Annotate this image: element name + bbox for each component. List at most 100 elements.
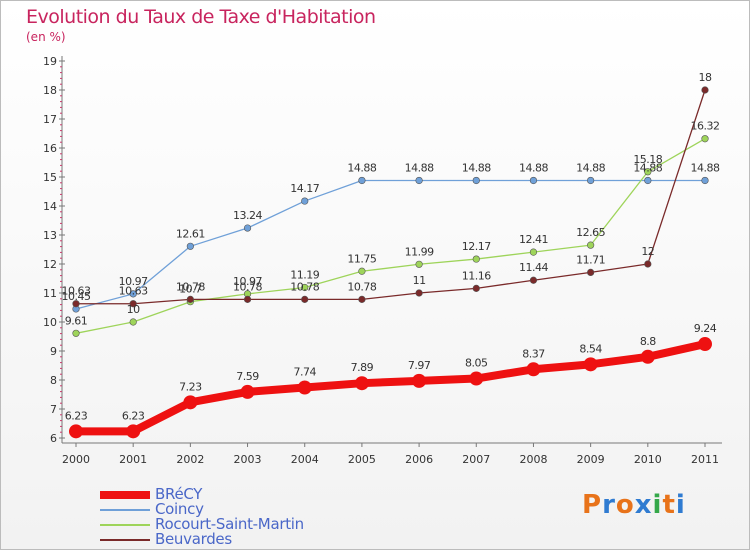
- data-label-rocourt-saint-martin: 11.19: [290, 268, 319, 281]
- x-tick-label: 2011: [691, 453, 719, 466]
- data-point-rocourt-saint-martin: [587, 241, 595, 249]
- y-tick-label: 6: [50, 432, 57, 445]
- x-tick-label: 2004: [291, 453, 319, 466]
- legend-item-coincy: Coincy: [100, 500, 360, 518]
- data-label-beuvardes: 11: [413, 274, 426, 287]
- data-point-beuvardes: [129, 300, 137, 308]
- y-tick-label: 7: [50, 403, 57, 416]
- data-label-br-cy: 7.89: [351, 361, 374, 374]
- data-point-br-cy: [698, 337, 712, 352]
- series-line-beuvardes: [76, 89, 706, 305]
- data-label-br-cy: 6.23: [122, 409, 145, 422]
- series-layer: [69, 86, 712, 439]
- y-tick-label: 16: [43, 142, 57, 155]
- logo-letter: o: [615, 490, 635, 520]
- legend-label-beuvardes: Beuvardes: [155, 530, 232, 548]
- data-label-coincy: 14.88: [462, 161, 491, 174]
- data-point-coincy: [301, 197, 309, 205]
- data-label-br-cy: 8.05: [465, 357, 488, 370]
- data-label-beuvardes: 12: [641, 245, 654, 258]
- data-label-beuvardes: 11.16: [462, 269, 491, 282]
- y-tick-label: 14: [43, 200, 57, 213]
- data-label-rocourt-saint-martin: 10.97: [233, 275, 262, 288]
- data-point-coincy: [529, 176, 538, 185]
- data-label-beuvardes: 11.44: [519, 261, 548, 274]
- data-label-beuvardes: 10.63: [119, 285, 148, 298]
- series-line-br-cy: [76, 340, 706, 436]
- data-point-br-cy: [240, 384, 255, 399]
- x-tick-label: 2005: [348, 453, 376, 466]
- data-label-rocourt-saint-martin: 16.32: [691, 120, 720, 133]
- data-point-beuvardes: [644, 260, 652, 268]
- data-point-rocourt-saint-martin: [301, 283, 309, 292]
- data-point-br-cy: [469, 371, 484, 386]
- data-point-beuvardes: [358, 295, 366, 303]
- data-point-br-cy: [640, 349, 655, 364]
- data-label-coincy: 14.88: [347, 161, 376, 174]
- logo-letter: P: [582, 490, 603, 520]
- data-point-beuvardes: [186, 295, 194, 303]
- data-point-br-cy: [69, 424, 83, 439]
- data-point-br-cy: [183, 395, 198, 410]
- data-point-beuvardes: [701, 86, 709, 94]
- data-point-beuvardes: [415, 289, 423, 297]
- data-point-rocourt-saint-martin: [72, 329, 80, 337]
- logo-letter: r: [602, 490, 616, 520]
- x-tick-label: 2001: [119, 453, 147, 466]
- data-point-rocourt-saint-martin: [129, 318, 137, 326]
- data-point-coincy: [472, 176, 480, 185]
- y-tick-label: 11: [43, 287, 57, 300]
- data-point-br-cy: [354, 376, 369, 391]
- data-point-coincy: [587, 176, 595, 185]
- data-point-coincy: [701, 176, 709, 185]
- legend-item-rocourt: Rocourt-Saint-Martin: [100, 515, 360, 533]
- series-line-coincy: [75, 179, 705, 310]
- data-label-rocourt-saint-martin: 15.18: [633, 153, 662, 166]
- data-point-coincy: [186, 242, 194, 250]
- data-point-rocourt-saint-martin: [358, 267, 366, 275]
- x-tick-label: 2006: [405, 453, 433, 466]
- data-label-rocourt-saint-martin: 9.61: [65, 314, 88, 327]
- data-point-rocourt-saint-martin: [701, 135, 709, 143]
- x-tick-label: 2003: [234, 453, 262, 466]
- data-label-coincy: 14.88: [519, 161, 548, 174]
- data-point-br-cy: [297, 380, 312, 395]
- data-label-br-cy: 7.74: [293, 366, 316, 379]
- data-point-beuvardes: [529, 276, 538, 284]
- legend-item-brecy: BRéCY: [100, 485, 360, 503]
- data-label-beuvardes: 10.78: [347, 280, 376, 293]
- proxiti-logo: Proxiti: [582, 490, 686, 520]
- data-point-br-cy: [126, 424, 141, 439]
- data-label-rocourt-saint-martin: 12.17: [462, 240, 491, 253]
- x-tick-label: 2009: [577, 453, 605, 466]
- data-label-beuvardes: 10.63: [62, 285, 91, 298]
- data-label-beuvardes: 10.78: [290, 280, 319, 293]
- data-point-coincy: [129, 290, 137, 298]
- x-tick-label: 2002: [176, 453, 204, 466]
- chart-title: Evolution du Taux de Taxe d'Habitation: [26, 6, 376, 28]
- data-label-coincy: 14.88: [405, 161, 434, 174]
- legend-label-coincy: Coincy: [155, 500, 204, 518]
- logo-letter: x: [634, 490, 653, 520]
- data-point-rocourt-saint-martin: [472, 255, 480, 263]
- data-point-br-cy: [412, 373, 427, 388]
- legend-swatch-brecy: [100, 491, 150, 499]
- data-label-rocourt-saint-martin: 11.99: [405, 245, 434, 258]
- data-label-coincy: 14.88: [576, 161, 605, 174]
- data-point-beuvardes: [72, 300, 80, 308]
- y-tick-label: 18: [43, 84, 57, 97]
- data-label-br-cy: 8.8: [640, 335, 656, 348]
- series-line-rocourt-saint-martin: [75, 138, 706, 334]
- data-label-br-cy: 7.59: [236, 370, 259, 383]
- legend-swatch-beuvardes: [100, 539, 150, 541]
- data-label-rocourt-saint-martin: 11.75: [347, 252, 376, 265]
- data-label-rocourt-saint-martin: 12.65: [576, 226, 605, 239]
- data-point-coincy: [243, 224, 252, 232]
- data-label-br-cy: 8.54: [579, 342, 602, 355]
- x-tick-label: 2000: [62, 453, 90, 466]
- legend-swatch-coincy: [100, 509, 150, 511]
- data-point-br-cy: [526, 362, 541, 377]
- chart-axes: 6 7 8 9 10 11 12 13 14 15 16 17 18 19 2000 2001 2002 2003…: [43, 55, 722, 466]
